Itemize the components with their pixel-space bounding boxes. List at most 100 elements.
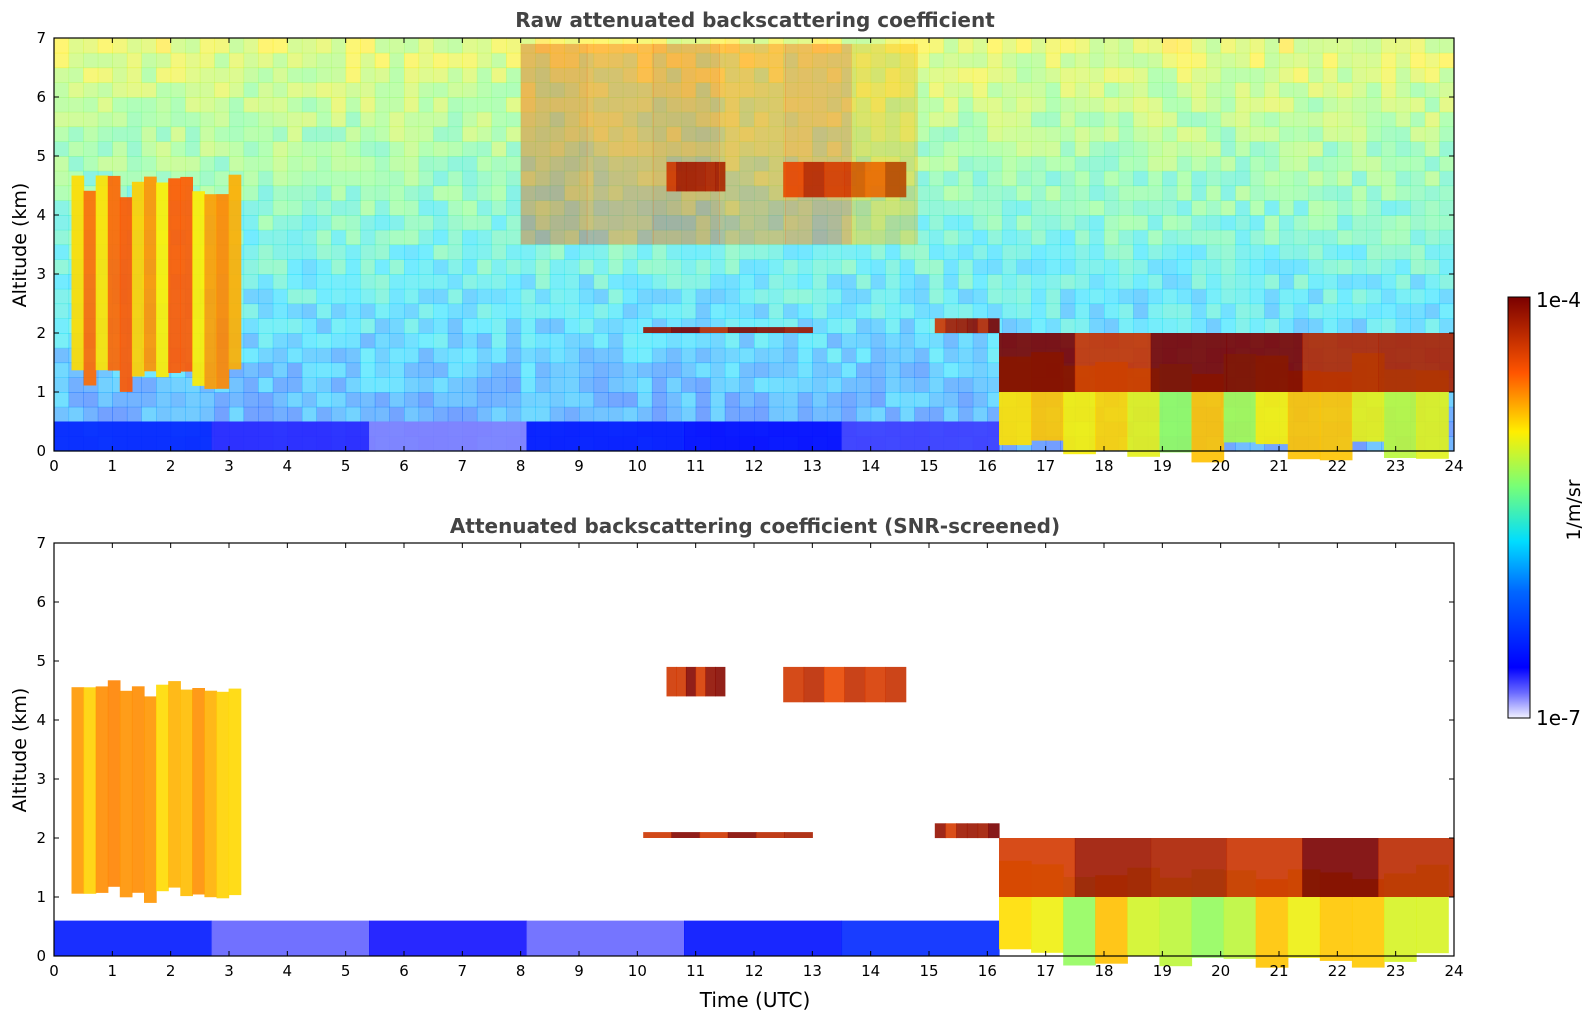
noise-cell [1104, 318, 1120, 334]
noise-cell [316, 406, 332, 423]
noise-cell [1147, 303, 1163, 319]
noise-cell [1001, 126, 1017, 142]
noise-cell [1293, 97, 1309, 113]
noise-cell [1249, 200, 1265, 216]
x-tick-label: 3 [224, 962, 234, 980]
noise-cell [929, 244, 945, 260]
noise-cell [695, 362, 711, 378]
noise-cell [476, 200, 492, 216]
noise-cell [1206, 126, 1222, 142]
noise-cell [987, 274, 1003, 290]
noise-cell [1322, 170, 1338, 187]
noise-cell [418, 52, 434, 69]
noise-cell [1045, 229, 1061, 246]
feature-cirrus [676, 666, 687, 697]
noise-cell [1045, 156, 1061, 172]
noise-cell [972, 111, 988, 128]
noise-cell [506, 347, 522, 364]
noise-cell [681, 38, 697, 54]
noise-cell [783, 347, 799, 364]
noise-cell [651, 215, 667, 231]
noise-cell [564, 200, 580, 216]
noise-cell [272, 303, 288, 319]
noise-cell [1133, 229, 1149, 246]
noise-cell [914, 318, 930, 334]
noise-cell [1235, 185, 1251, 201]
noise-cell [520, 244, 536, 260]
noise-cell [258, 406, 274, 423]
noise-cell [1337, 141, 1353, 157]
noise-cell [1264, 288, 1280, 305]
noise-cell [695, 244, 711, 260]
noise-cell [68, 156, 84, 172]
noise-cell [899, 38, 915, 54]
noise-cell [651, 111, 667, 128]
noise-cell [141, 406, 157, 423]
noise-cell [506, 274, 522, 290]
noise-cell [1395, 215, 1411, 231]
noise-cell [1191, 141, 1207, 157]
noise-cell [1001, 288, 1017, 305]
noise-cell [1395, 200, 1411, 216]
noise-cell [1424, 244, 1440, 260]
noise-cell [1074, 318, 1090, 334]
noise-cell [1293, 170, 1309, 187]
noise-cell [506, 126, 522, 142]
noise-cell [520, 347, 536, 364]
noise-cell [856, 38, 872, 54]
noise-cell [83, 111, 99, 128]
noise-cell [389, 156, 405, 172]
noise-cell [258, 333, 274, 349]
colorbar-unit-label: 1/m/sr [1563, 479, 1585, 540]
noise-cell [943, 215, 959, 231]
noise-cell [622, 67, 638, 83]
noise-cell [710, 244, 726, 260]
noise-cell [535, 333, 551, 349]
noise-cell [826, 406, 842, 423]
noise-cell [301, 52, 317, 69]
noise-cell [914, 259, 930, 275]
noise-cell [1133, 82, 1149, 98]
noise-cell [564, 141, 580, 157]
feature-cloud [95, 175, 109, 371]
noise-cell [1118, 38, 1134, 54]
noise-cell [579, 377, 595, 393]
noise-cell [1162, 82, 1178, 98]
feature-boundary-layer [211, 421, 370, 451]
noise-cell [1279, 259, 1295, 275]
feature-cloud-layer [1074, 838, 1152, 897]
noise-cell [768, 38, 784, 54]
noise-cell [1279, 200, 1295, 216]
noise-cell [1308, 229, 1324, 246]
noise-cell [1089, 141, 1105, 157]
noise-cell [316, 259, 332, 275]
noise-cell [1381, 229, 1397, 246]
noise-cell [491, 229, 507, 246]
noise-cell [1016, 229, 1032, 246]
y-tick-label: 3 [36, 770, 46, 788]
noise-cell [287, 126, 303, 142]
noise-cell [1089, 185, 1105, 201]
noise-cell [1351, 200, 1367, 216]
noise-cell [360, 97, 376, 113]
noise-cell [593, 170, 609, 187]
feature-cloud [192, 191, 205, 386]
noise-cell [1424, 141, 1440, 157]
noise-cell [608, 111, 624, 128]
noise-cell [491, 259, 507, 275]
noise-cell [899, 215, 915, 231]
panel-screened-xlabel: Time (UTC) [699, 988, 811, 1012]
noise-cell [826, 82, 842, 98]
noise-cell [943, 377, 959, 393]
noise-cell [1308, 141, 1324, 157]
noise-cell [1381, 318, 1397, 334]
noise-cell [506, 288, 522, 305]
noise-cell [1424, 274, 1440, 290]
noise-cell [520, 185, 536, 201]
x-tick-label: 10 [628, 457, 647, 475]
noise-cell [462, 52, 478, 69]
noise-cell [1176, 111, 1192, 128]
noise-cell [272, 244, 288, 260]
noise-cell [112, 82, 128, 98]
noise-cell [812, 392, 828, 408]
